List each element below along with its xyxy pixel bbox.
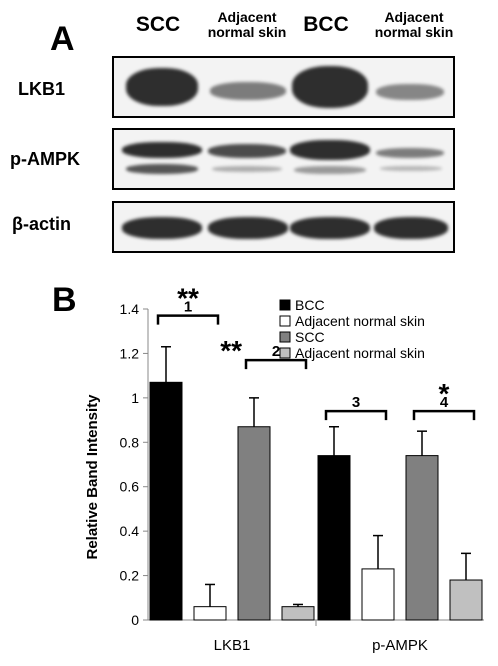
bracket-number-label: 4	[440, 394, 449, 411]
legend-label: BCC	[295, 297, 325, 313]
legend-swatch	[279, 299, 291, 311]
blot-label-beta-actin: β-actin	[12, 214, 71, 234]
y-tick-label: 0.8	[120, 434, 140, 450]
y-tick-label: 0.4	[120, 523, 140, 539]
significance-bracket	[324, 409, 388, 421]
bar	[405, 455, 439, 621]
band-actin-adjacent-1	[208, 217, 288, 239]
bar	[149, 381, 183, 621]
error-bars-group	[161, 346, 471, 607]
band-pampk-adjacent-1-lower	[212, 166, 282, 172]
y-axis-title: Relative Band Intensity	[84, 394, 101, 560]
blot-pampk	[112, 128, 455, 190]
band-actin-bcc	[290, 217, 370, 239]
band-lkb1-scc	[126, 68, 198, 106]
band-pampk-adjacent-2-lower	[380, 166, 442, 171]
panel-b-letter: B	[52, 281, 77, 319]
band-actin-adjacent-2	[374, 217, 448, 239]
band-lkb1-bcc	[292, 66, 368, 108]
bracket-number-label: 2	[272, 343, 280, 360]
significance-stars: *	[439, 378, 450, 409]
bar	[449, 579, 483, 621]
panel-a-letter: A	[50, 20, 75, 58]
significance-stars: **	[220, 335, 242, 366]
legend-label: Adjacent normal skin	[295, 345, 425, 361]
legend-label: SCC	[295, 329, 325, 345]
column-header-adjacent-1: Adjacent normal skin	[207, 9, 287, 40]
y-tick-label: 1	[131, 390, 139, 406]
band-lkb1-adjacent-2	[376, 84, 444, 100]
blot-label-lkb1: LKB1	[18, 79, 66, 99]
significance-stars: **	[177, 283, 199, 314]
bar	[317, 455, 351, 621]
bracket-number-label: 3	[352, 394, 360, 411]
y-tick-label: 0.2	[120, 568, 140, 584]
bar	[193, 606, 227, 621]
legend-swatch	[279, 331, 291, 343]
band-pampk-scc-lower	[126, 164, 198, 174]
band-pampk-bcc-upper	[290, 140, 370, 160]
y-axis-title-text: Relative Band Intensity	[84, 394, 101, 560]
y-tick-label: 0	[131, 612, 139, 628]
band-pampk-scc-upper	[122, 142, 202, 158]
legend-swatch	[279, 347, 291, 359]
bars-group	[149, 381, 483, 621]
x-category-label: p-AMPK	[372, 637, 428, 654]
y-tick-label: 0.6	[120, 479, 140, 495]
significance-bracket	[156, 314, 220, 325]
y-tick-label: 1.4	[120, 301, 140, 317]
legend-label: Adjacent normal skin	[295, 313, 425, 329]
significance-bracket	[244, 358, 308, 370]
blot-label-pampk: p-AMPK	[10, 149, 80, 169]
legend-swatch	[279, 315, 291, 327]
significance-brackets: 1**2**3 4*	[156, 283, 476, 421]
bar	[281, 606, 315, 621]
band-pampk-adjacent-1-upper	[208, 144, 286, 158]
column-header-scc: SCC	[135, 13, 181, 36]
band-lkb1-adjacent-1	[210, 82, 286, 100]
significance-bracket	[412, 409, 476, 421]
column-header-adjacent-2: Adjacent normal skin	[374, 9, 454, 40]
bar	[361, 568, 395, 621]
band-pampk-bcc-lower	[294, 166, 366, 174]
blot-lkb1	[112, 56, 455, 118]
bracket-number-label: 1	[184, 299, 192, 316]
x-category-label: LKB1	[214, 637, 251, 654]
y-tick-label: 1.2	[120, 345, 140, 361]
band-pampk-adjacent-2-upper	[376, 148, 444, 158]
column-header-bcc: BCC	[303, 13, 349, 36]
band-actin-scc	[122, 217, 202, 239]
bar	[237, 426, 271, 621]
blot-beta-actin	[112, 201, 455, 253]
